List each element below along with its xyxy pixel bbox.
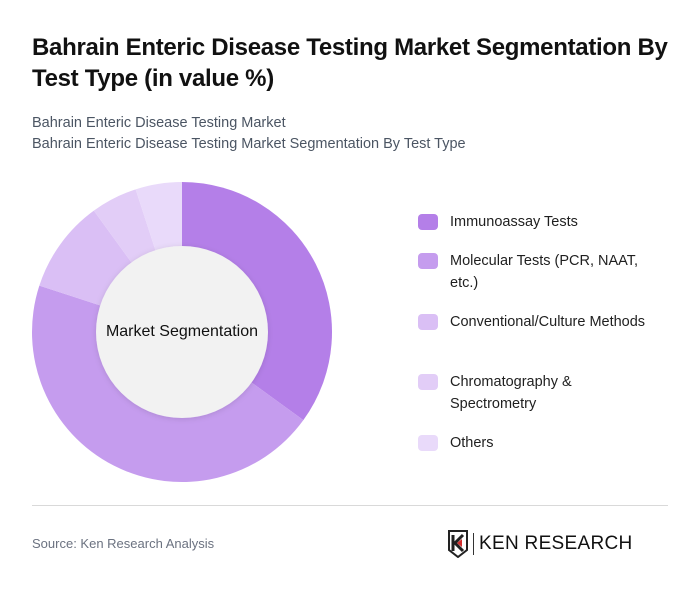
- chart-subtitle: Bahrain Enteric Disease Testing Market B…: [32, 113, 672, 155]
- legend-swatch: [418, 253, 438, 269]
- ken-research-logo: KEN RESEARCH: [447, 530, 633, 558]
- donut-hole: [96, 246, 268, 418]
- legend-label: Immunoassay Tests: [450, 214, 578, 230]
- legend-label: Others: [450, 435, 494, 451]
- subtitle-line-1: Bahrain Enteric Disease Testing Market: [32, 115, 286, 131]
- legend-label: Molecular Tests (PCR, NAAT, etc.): [450, 253, 639, 291]
- legend-swatch: [418, 214, 438, 230]
- subtitle-line-2: Bahrain Enteric Disease Testing Market S…: [32, 136, 466, 152]
- legend-swatch: [418, 314, 438, 330]
- source-note: Source: Ken Research Analysis: [32, 536, 215, 551]
- legend-label: Conventional/Culture Methods: [450, 314, 646, 330]
- legend-swatch: [418, 435, 438, 451]
- donut-svg: [32, 182, 332, 482]
- chart-title: Bahrain Enteric Disease Testing Market S…: [32, 34, 668, 92]
- legend-label: Chromatography & Spectrometry: [450, 374, 572, 412]
- legend-item-chromatography[interactable]: Chromatography & Spectrometry: [418, 371, 668, 415]
- ken-research-shield-icon: [448, 530, 468, 558]
- legend-swatch: [418, 374, 438, 390]
- legend-item-immunoassay[interactable]: Immunoassay Tests: [418, 211, 668, 233]
- footer-divider: [32, 505, 668, 506]
- legend-item-conventional-culture[interactable]: Conventional/Culture Methods: [418, 311, 668, 333]
- legend-item-molecular[interactable]: Molecular Tests (PCR, NAAT, etc.): [418, 250, 668, 294]
- donut-chart: Market Segmentation: [30, 180, 334, 484]
- logo-separator: [473, 533, 474, 555]
- legend-item-others[interactable]: Others: [418, 432, 668, 454]
- logo-text: KEN RESEARCH: [479, 533, 633, 554]
